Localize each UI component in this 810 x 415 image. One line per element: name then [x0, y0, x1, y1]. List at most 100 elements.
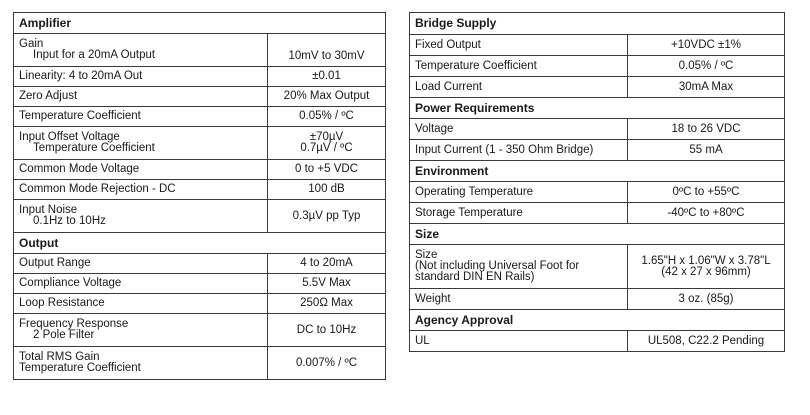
section-header-power-requirements: Power Requirements: [409, 97, 785, 119]
spec-value: ±70µV 0.7µV / ºC: [266, 126, 387, 160]
section-header-amplifier: Amplifier: [12, 12, 387, 34]
spec-row-temperature-coefficient: Temperature Coefficient 0.05% / ºC: [13, 106, 387, 127]
spec-value: 30mA Max: [627, 76, 785, 98]
spec-value: 0.3µV pp Typ: [266, 199, 387, 233]
spec-value: 0ºC to +55ºC: [627, 181, 785, 203]
spec-value: 10mV to 30mV: [266, 33, 387, 67]
spec-row-temperature-coefficient: Temperature Coefficient 0.05% / ºC: [409, 55, 785, 77]
spec-value-line: ±70µV: [309, 131, 344, 143]
section-title: Amplifier: [12, 12, 387, 34]
spec-label-line: Total RMS Gain: [19, 351, 100, 363]
spec-label-line: Size: [415, 249, 438, 261]
section-title: Environment: [409, 160, 785, 182]
spec-label-line: Input Offset Voltage: [19, 131, 120, 143]
section-title: Size: [409, 223, 785, 245]
spec-value: -40ºC to +80ºC: [627, 202, 785, 224]
spec-label: Compliance Voltage: [13, 273, 268, 294]
spec-value-line: 1.65"H x 1.06"W x 3.78"L: [641, 254, 771, 267]
spec-label-line: Frequency Response: [19, 318, 129, 330]
section-header-output: Output: [12, 232, 387, 254]
spec-label-subline: 0.1Hz to 10Hz: [33, 215, 106, 227]
spec-label: Linearity: 4 to 20mA Out: [13, 66, 268, 87]
spec-row-linearity: Linearity: 4 to 20mA Out ±0.01: [13, 66, 387, 87]
spec-row-input-offset-voltage: Input Offset Voltage Temperature Coeffic…: [13, 126, 387, 160]
spec-label: Storage Temperature: [409, 202, 628, 224]
spec-label: Weight: [409, 288, 628, 310]
spec-label: Temperature Coefficient: [409, 55, 628, 77]
spec-label: UL: [409, 330, 628, 352]
spec-row-voltage: Voltage 18 to 26 VDC: [409, 118, 785, 140]
spec-value: UL508, C22.2 Pending: [627, 330, 785, 352]
spec-label: Total RMS Gain Temperature Coefficient: [13, 346, 268, 380]
spec-row-output-range: Output Range 4 to 20mA: [13, 253, 387, 274]
spec-value: 5.5V Max: [266, 273, 387, 294]
spec-row-fixed-output: Fixed Output +10VDC ±1%: [409, 34, 785, 56]
spec-label: Input Noise 0.1Hz to 10Hz: [13, 199, 268, 233]
spec-label: Frequency Response 2 Pole Filter: [13, 313, 268, 347]
spec-value: 55 mA: [627, 139, 785, 161]
section-header-size: Size: [409, 223, 785, 245]
spec-label-line: (Not including Universal Foot for: [415, 260, 580, 272]
spec-value: 0.05% / ºC: [266, 106, 387, 127]
spec-value-line: (42 x 27 x 96mm): [661, 265, 751, 278]
spec-row-size: Size (Not including Universal Foot for s…: [409, 244, 785, 289]
spec-label: Common Mode Rejection - DC: [13, 179, 268, 200]
spec-label: Voltage: [409, 118, 628, 140]
spec-value: 0.05% / ºC: [627, 55, 785, 77]
spec-value-line: 10mV to 30mV: [288, 50, 365, 62]
spec-value: 100 dB: [266, 179, 387, 200]
spec-value: 0.007% / ºC: [266, 346, 387, 380]
spec-value: 3 oz. (85g): [627, 288, 785, 310]
spec-value: 0 to +5 VDC: [266, 159, 387, 180]
spec-label-subline: Input for a 20mA Output: [33, 49, 156, 61]
spec-label: Output Range: [13, 253, 268, 274]
spec-label: Size (Not including Universal Foot for s…: [409, 244, 628, 289]
amplifier-output-spec-table: Amplifier Gain Input for a 20mA Output 1…: [12, 12, 387, 380]
spec-value-line: 0.7µV / ºC: [300, 142, 353, 154]
spec-row-operating-temperature: Operating Temperature 0ºC to +55ºC: [409, 181, 785, 203]
spec-label: Temperature Coefficient: [13, 106, 268, 127]
spec-row-common-mode-voltage: Common Mode Voltage 0 to +5 VDC: [13, 159, 387, 180]
spec-row-compliance-voltage: Compliance Voltage 5.5V Max: [13, 273, 387, 294]
section-title: Agency Approval: [409, 309, 785, 331]
section-title: Power Requirements: [409, 97, 785, 119]
spec-value: DC to 10Hz: [266, 313, 387, 347]
spec-row-weight: Weight 3 oz. (85g): [409, 288, 785, 310]
spec-value: 18 to 26 VDC: [627, 118, 785, 140]
spec-label-line: standard DIN EN Rails): [415, 271, 535, 283]
spec-label: Input Current (1 - 350 Ohm Bridge): [409, 139, 628, 161]
spec-value: 1.65"H x 1.06"W x 3.78"L (42 x 27 x 96mm…: [627, 244, 785, 289]
spec-label-line: Gain: [19, 38, 44, 50]
supply-environment-spec-table: Bridge Supply Fixed Output +10VDC ±1% Te…: [409, 12, 785, 352]
spec-label: Load Current: [409, 76, 628, 98]
spec-label-subline: Temperature Coefficient: [33, 142, 155, 154]
spec-row-input-current: Input Current (1 - 350 Ohm Bridge) 55 mA: [409, 139, 785, 161]
spec-row-load-current: Load Current 30mA Max: [409, 76, 785, 98]
spec-label: Fixed Output: [409, 34, 628, 56]
spec-label: Gain Input for a 20mA Output: [13, 33, 268, 67]
spec-row-common-mode-rejection: Common Mode Rejection - DC 100 dB: [13, 179, 387, 200]
spec-row-input-noise: Input Noise 0.1Hz to 10Hz 0.3µV pp Typ: [13, 199, 387, 233]
spec-value: 20% Max Output: [266, 86, 387, 107]
spec-label-line: Temperature Coefficient: [19, 362, 141, 374]
spec-row-ul: UL UL508, C22.2 Pending: [409, 330, 785, 352]
spec-label: Zero Adjust: [13, 86, 268, 107]
section-title: Output: [12, 232, 387, 254]
spec-label: Loop Resistance: [13, 293, 268, 314]
spec-row-storage-temperature: Storage Temperature -40ºC to +80ºC: [409, 202, 785, 224]
spec-row-total-rms-gain: Total RMS Gain Temperature Coefficient 0…: [13, 346, 387, 380]
spec-row-zero-adjust: Zero Adjust 20% Max Output: [13, 86, 387, 107]
section-header-agency-approval: Agency Approval: [409, 309, 785, 331]
section-title: Bridge Supply: [409, 12, 785, 35]
spec-label: Input Offset Voltage Temperature Coeffic…: [13, 126, 268, 160]
spec-value: 250Ω Max: [266, 293, 387, 314]
spec-row-frequency-response: Frequency Response 2 Pole Filter DC to 1…: [13, 313, 387, 347]
section-header-bridge-supply: Bridge Supply: [409, 12, 785, 35]
spec-label: Operating Temperature: [409, 181, 628, 203]
spec-row-gain: Gain Input for a 20mA Output 10mV to 30m…: [13, 33, 387, 67]
spec-label: Common Mode Voltage: [13, 159, 268, 180]
spec-value: 4 to 20mA: [266, 253, 387, 274]
spec-value: ±0.01: [266, 66, 387, 87]
spec-label-subline: 2 Pole Filter: [33, 329, 95, 341]
spec-row-loop-resistance: Loop Resistance 250Ω Max: [13, 293, 387, 314]
